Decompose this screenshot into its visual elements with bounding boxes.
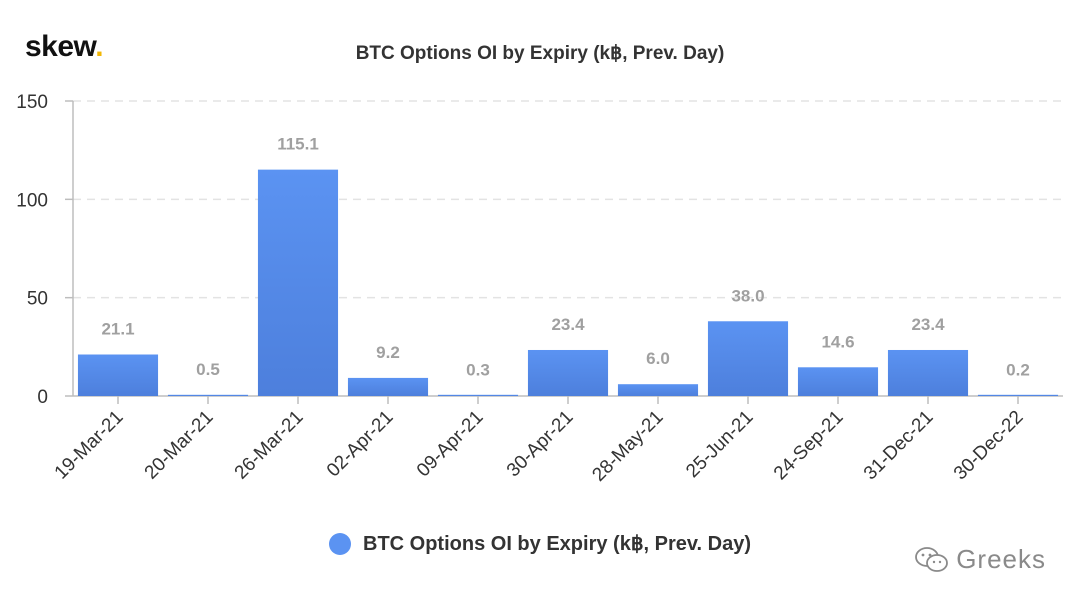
wechat-icon	[915, 546, 949, 572]
gridlines	[73, 100, 1063, 299]
x-tick-label: 30-Apr-21	[503, 407, 578, 482]
data-label: 0.2	[1006, 361, 1030, 380]
y-tick-label: 150	[16, 92, 48, 113]
data-label: 9.2	[376, 343, 400, 362]
data-label: 21.1	[101, 320, 134, 339]
x-tick-label: 19-Mar-21	[51, 407, 128, 484]
bar[interactable]	[77, 354, 159, 396]
x-tick-label: 30-Dec-22	[950, 407, 1028, 485]
legend-swatch	[329, 532, 351, 555]
x-tick-label: 26-Mar-21	[231, 407, 308, 484]
legend[interactable]: BTC Options OI by Expiry (k฿, Prev. Day)	[0, 531, 1080, 556]
bar[interactable]	[347, 377, 429, 396]
x-tick-label: 24-Sep-21	[770, 407, 848, 485]
data-label: 14.6	[821, 332, 854, 351]
tick-labels: 0 50 100 150 19-Mar-21 20-Mar-21 26-Mar-21 02-A…	[16, 92, 1027, 486]
x-tick-label: 25-Jun-21	[682, 407, 757, 482]
bar[interactable]	[527, 349, 609, 396]
bar[interactable]	[437, 394, 519, 396]
y-tick-label: 50	[27, 289, 48, 310]
x-tick-label: 09-Apr-21	[413, 407, 488, 482]
bars	[77, 169, 1059, 396]
data-label: 0.5	[196, 360, 220, 379]
watermark: Greeks	[914, 544, 1046, 575]
bar[interactable]	[887, 349, 969, 396]
y-tick-label: 100	[16, 190, 48, 211]
bar[interactable]	[707, 321, 789, 396]
logo-text: skew	[25, 30, 96, 63]
x-tick-label: 31-Dec-21	[860, 407, 938, 485]
x-tick-label: 02-Apr-21	[323, 407, 398, 482]
data-label: 0.3	[466, 360, 490, 379]
data-label: 23.4	[911, 315, 945, 334]
skew-logo: skew.	[25, 30, 104, 64]
data-label: 115.1	[277, 135, 319, 154]
data-label: 23.4	[551, 315, 585, 334]
value-labels: 21.1 0.5 115.1 9.2 0.3 23.4 6.0 38.0 14.6 23.4 0.2	[101, 135, 1029, 380]
bar[interactable]	[167, 394, 249, 396]
x-tick-label: 20-Mar-21	[141, 407, 218, 484]
x-tick-label: 28-May-21	[588, 407, 667, 486]
logo-dot: .	[95, 30, 104, 63]
bar[interactable]	[617, 384, 699, 396]
bar[interactable]	[797, 367, 879, 396]
data-label: 6.0	[646, 349, 670, 368]
watermark-label: Greeks	[956, 544, 1046, 574]
legend-label: BTC Options OI by Expiry (k฿, Prev. Day)	[363, 533, 751, 555]
bar-chart: 21.1 0.5 115.1 9.2 0.3 23.4 6.0 38.0 14.6 23.4 0.2…	[16, 92, 1063, 486]
bar[interactable]	[257, 169, 339, 396]
chart-title: BTC Options OI by Expiry (k฿, Prev. Day)	[355, 43, 725, 64]
y-tick-label: 0	[37, 387, 48, 408]
bar[interactable]	[977, 394, 1059, 396]
data-label: 38.0	[731, 286, 764, 305]
